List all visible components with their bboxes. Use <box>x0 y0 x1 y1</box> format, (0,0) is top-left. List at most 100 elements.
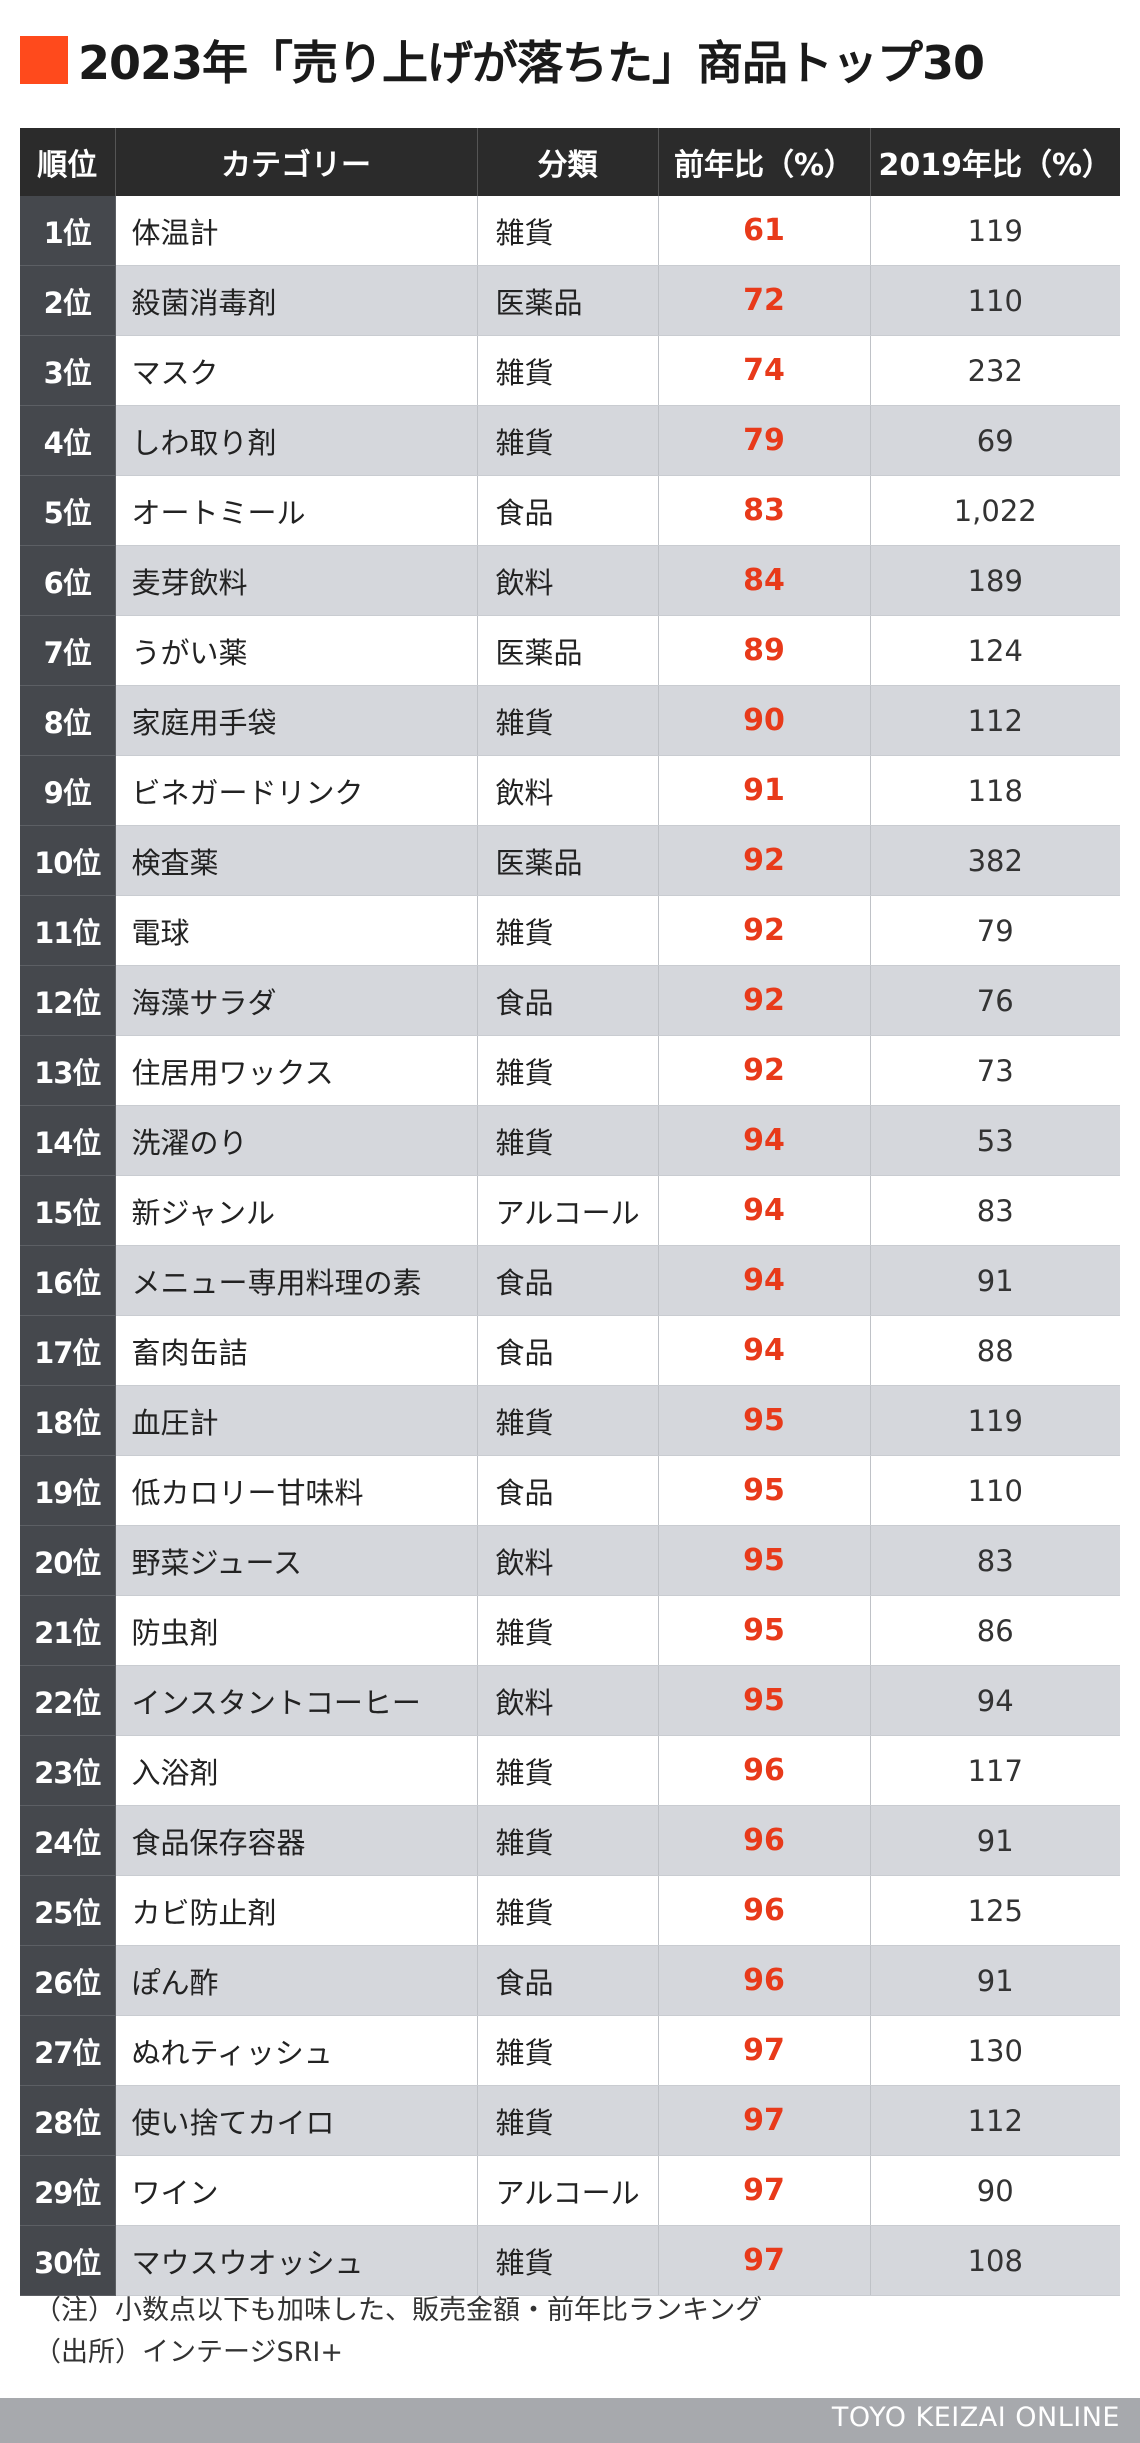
rank-cell: 21位 <box>20 1595 116 1666</box>
page-header: 2023年「売り上げが落ちた」商品トップ30 <box>20 24 985 96</box>
yoy-cell: 95 <box>658 1525 871 1596</box>
vs2019-cell: 90 <box>870 2155 1120 2226</box>
rank-cell: 28位 <box>20 2085 116 2156</box>
rank-cell: 23位 <box>20 1735 116 1806</box>
table-row: 15位 新ジャンル アルコール 94 83 <box>20 1175 1120 1246</box>
yoy-cell: 92 <box>658 965 871 1036</box>
vs2019-cell: 53 <box>870 1105 1120 1176</box>
yoy-cell: 97 <box>658 2155 871 2226</box>
rank-cell: 18位 <box>20 1385 116 1456</box>
table-row: 30位 マウスウオッシュ 雑貨 97 108 <box>20 2225 1120 2296</box>
yoy-cell: 95 <box>658 1455 871 1526</box>
yoy-cell: 94 <box>658 1175 871 1246</box>
rank-cell: 25位 <box>20 1875 116 1946</box>
footnote-source: （出所）インテージSRI+ <box>34 2337 343 2368</box>
rank-cell: 3位 <box>20 335 116 406</box>
category-cell: カビ防止剤 <box>115 1875 478 1946</box>
class-cell: 飲料 <box>477 1665 659 1736</box>
class-cell: 食品 <box>477 1945 659 2016</box>
table-row: 12位 海藻サラダ 食品 92 76 <box>20 965 1120 1036</box>
vs2019-cell: 110 <box>870 265 1120 336</box>
table-row: 11位 電球 雑貨 92 79 <box>20 895 1120 966</box>
table-row: 8位 家庭用手袋 雑貨 90 112 <box>20 685 1120 756</box>
vs2019-cell: 94 <box>870 1665 1120 1736</box>
vs2019-cell: 73 <box>870 1035 1120 1106</box>
vs2019-cell: 86 <box>870 1595 1120 1666</box>
table-row: 23位 入浴剤 雑貨 96 117 <box>20 1735 1120 1806</box>
vs2019-cell: 125 <box>870 1875 1120 1946</box>
category-cell: オートミール <box>115 475 478 546</box>
yoy-cell: 96 <box>658 1735 871 1806</box>
rank-cell: 15位 <box>20 1175 116 1246</box>
rank-cell: 14位 <box>20 1105 116 1176</box>
rank-cell: 4位 <box>20 405 116 476</box>
yoy-cell: 72 <box>658 265 871 336</box>
rank-cell: 16位 <box>20 1245 116 1316</box>
yoy-cell: 92 <box>658 895 871 966</box>
rank-cell: 1位 <box>20 196 116 266</box>
class-cell: 食品 <box>477 1455 659 1526</box>
class-cell: 雑貨 <box>477 2085 659 2156</box>
table-row: 7位 うがい薬 医薬品 89 124 <box>20 615 1120 686</box>
yoy-cell: 61 <box>658 196 871 266</box>
page-title: 2023年「売り上げが落ちた」商品トップ30 <box>78 36 985 90</box>
table-row: 18位 血圧計 雑貨 95 119 <box>20 1385 1120 1456</box>
class-cell: 雑貨 <box>477 196 659 266</box>
table-row: 5位 オートミール 食品 83 1,022 <box>20 475 1120 546</box>
class-cell: 雑貨 <box>477 1035 659 1106</box>
vs2019-cell: 119 <box>870 1385 1120 1456</box>
vs2019-cell: 118 <box>870 755 1120 826</box>
table-body: 1位 体温計 雑貨 61 119 2位 殺菌消毒剤 医薬品 72 110 3位 マスク 雑貨 74 232 4… <box>20 196 1120 2296</box>
rank-cell: 29位 <box>20 2155 116 2226</box>
category-cell: インスタントコーヒー <box>115 1665 478 1736</box>
yoy-cell: 97 <box>658 2225 871 2296</box>
vs2019-cell: 110 <box>870 1455 1120 1526</box>
category-cell: 検査薬 <box>115 825 478 896</box>
vs2019-cell: 112 <box>870 2085 1120 2156</box>
header-rank: 順位 <box>20 128 116 196</box>
category-cell: マスク <box>115 335 478 406</box>
header-class: 分類 <box>477 128 659 196</box>
vs2019-cell: 91 <box>870 1245 1120 1316</box>
yoy-cell: 96 <box>658 1805 871 1876</box>
rank-cell: 6位 <box>20 545 116 616</box>
vs2019-cell: 119 <box>870 196 1120 266</box>
class-cell: 雑貨 <box>477 1385 659 1456</box>
class-cell: 雑貨 <box>477 2225 659 2296</box>
category-cell: 殺菌消毒剤 <box>115 265 478 336</box>
rank-cell: 27位 <box>20 2015 116 2086</box>
category-cell: 入浴剤 <box>115 1735 478 1806</box>
table-row: 13位 住居用ワックス 雑貨 92 73 <box>20 1035 1120 1106</box>
yoy-cell: 83 <box>658 475 871 546</box>
category-cell: うがい薬 <box>115 615 478 686</box>
yoy-cell: 96 <box>658 1875 871 1946</box>
category-cell: しわ取り剤 <box>115 405 478 476</box>
table-row: 4位 しわ取り剤 雑貨 79 69 <box>20 405 1120 476</box>
class-cell: 飲料 <box>477 1525 659 1596</box>
category-cell: 畜肉缶詰 <box>115 1315 478 1386</box>
category-cell: 防虫剤 <box>115 1595 478 1666</box>
table-row: 6位 麦芽飲料 飲料 84 189 <box>20 545 1120 616</box>
class-cell: 雑貨 <box>477 335 659 406</box>
title-accent-square <box>20 36 68 84</box>
yoy-cell: 94 <box>658 1245 871 1316</box>
vs2019-cell: 124 <box>870 615 1120 686</box>
category-cell: 新ジャンル <box>115 1175 478 1246</box>
category-cell: マウスウオッシュ <box>115 2225 478 2296</box>
category-cell: メニュー専用料理の素 <box>115 1245 478 1316</box>
ranking-table-container: 順位 カテゴリー 分類 前年比（%） 2019年比（%） 1位 体温計 雑貨 61 11… <box>20 128 1120 2296</box>
vs2019-cell: 1,022 <box>870 475 1120 546</box>
class-cell: 医薬品 <box>477 265 659 336</box>
table-row: 16位 メニュー専用料理の素 食品 94 91 <box>20 1245 1120 1316</box>
yoy-cell: 94 <box>658 1315 871 1386</box>
category-cell: 低カロリー甘味料 <box>115 1455 478 1526</box>
vs2019-cell: 108 <box>870 2225 1120 2296</box>
vs2019-cell: 382 <box>870 825 1120 896</box>
class-cell: アルコール <box>477 2155 659 2226</box>
yoy-cell: 92 <box>658 1035 871 1106</box>
yoy-cell: 97 <box>658 2015 871 2086</box>
table-row: 22位 インスタントコーヒー 飲料 95 94 <box>20 1665 1120 1736</box>
table-row: 19位 低カロリー甘味料 食品 95 110 <box>20 1455 1120 1526</box>
vs2019-cell: 232 <box>870 335 1120 406</box>
table-row: 10位 検査薬 医薬品 92 382 <box>20 825 1120 896</box>
